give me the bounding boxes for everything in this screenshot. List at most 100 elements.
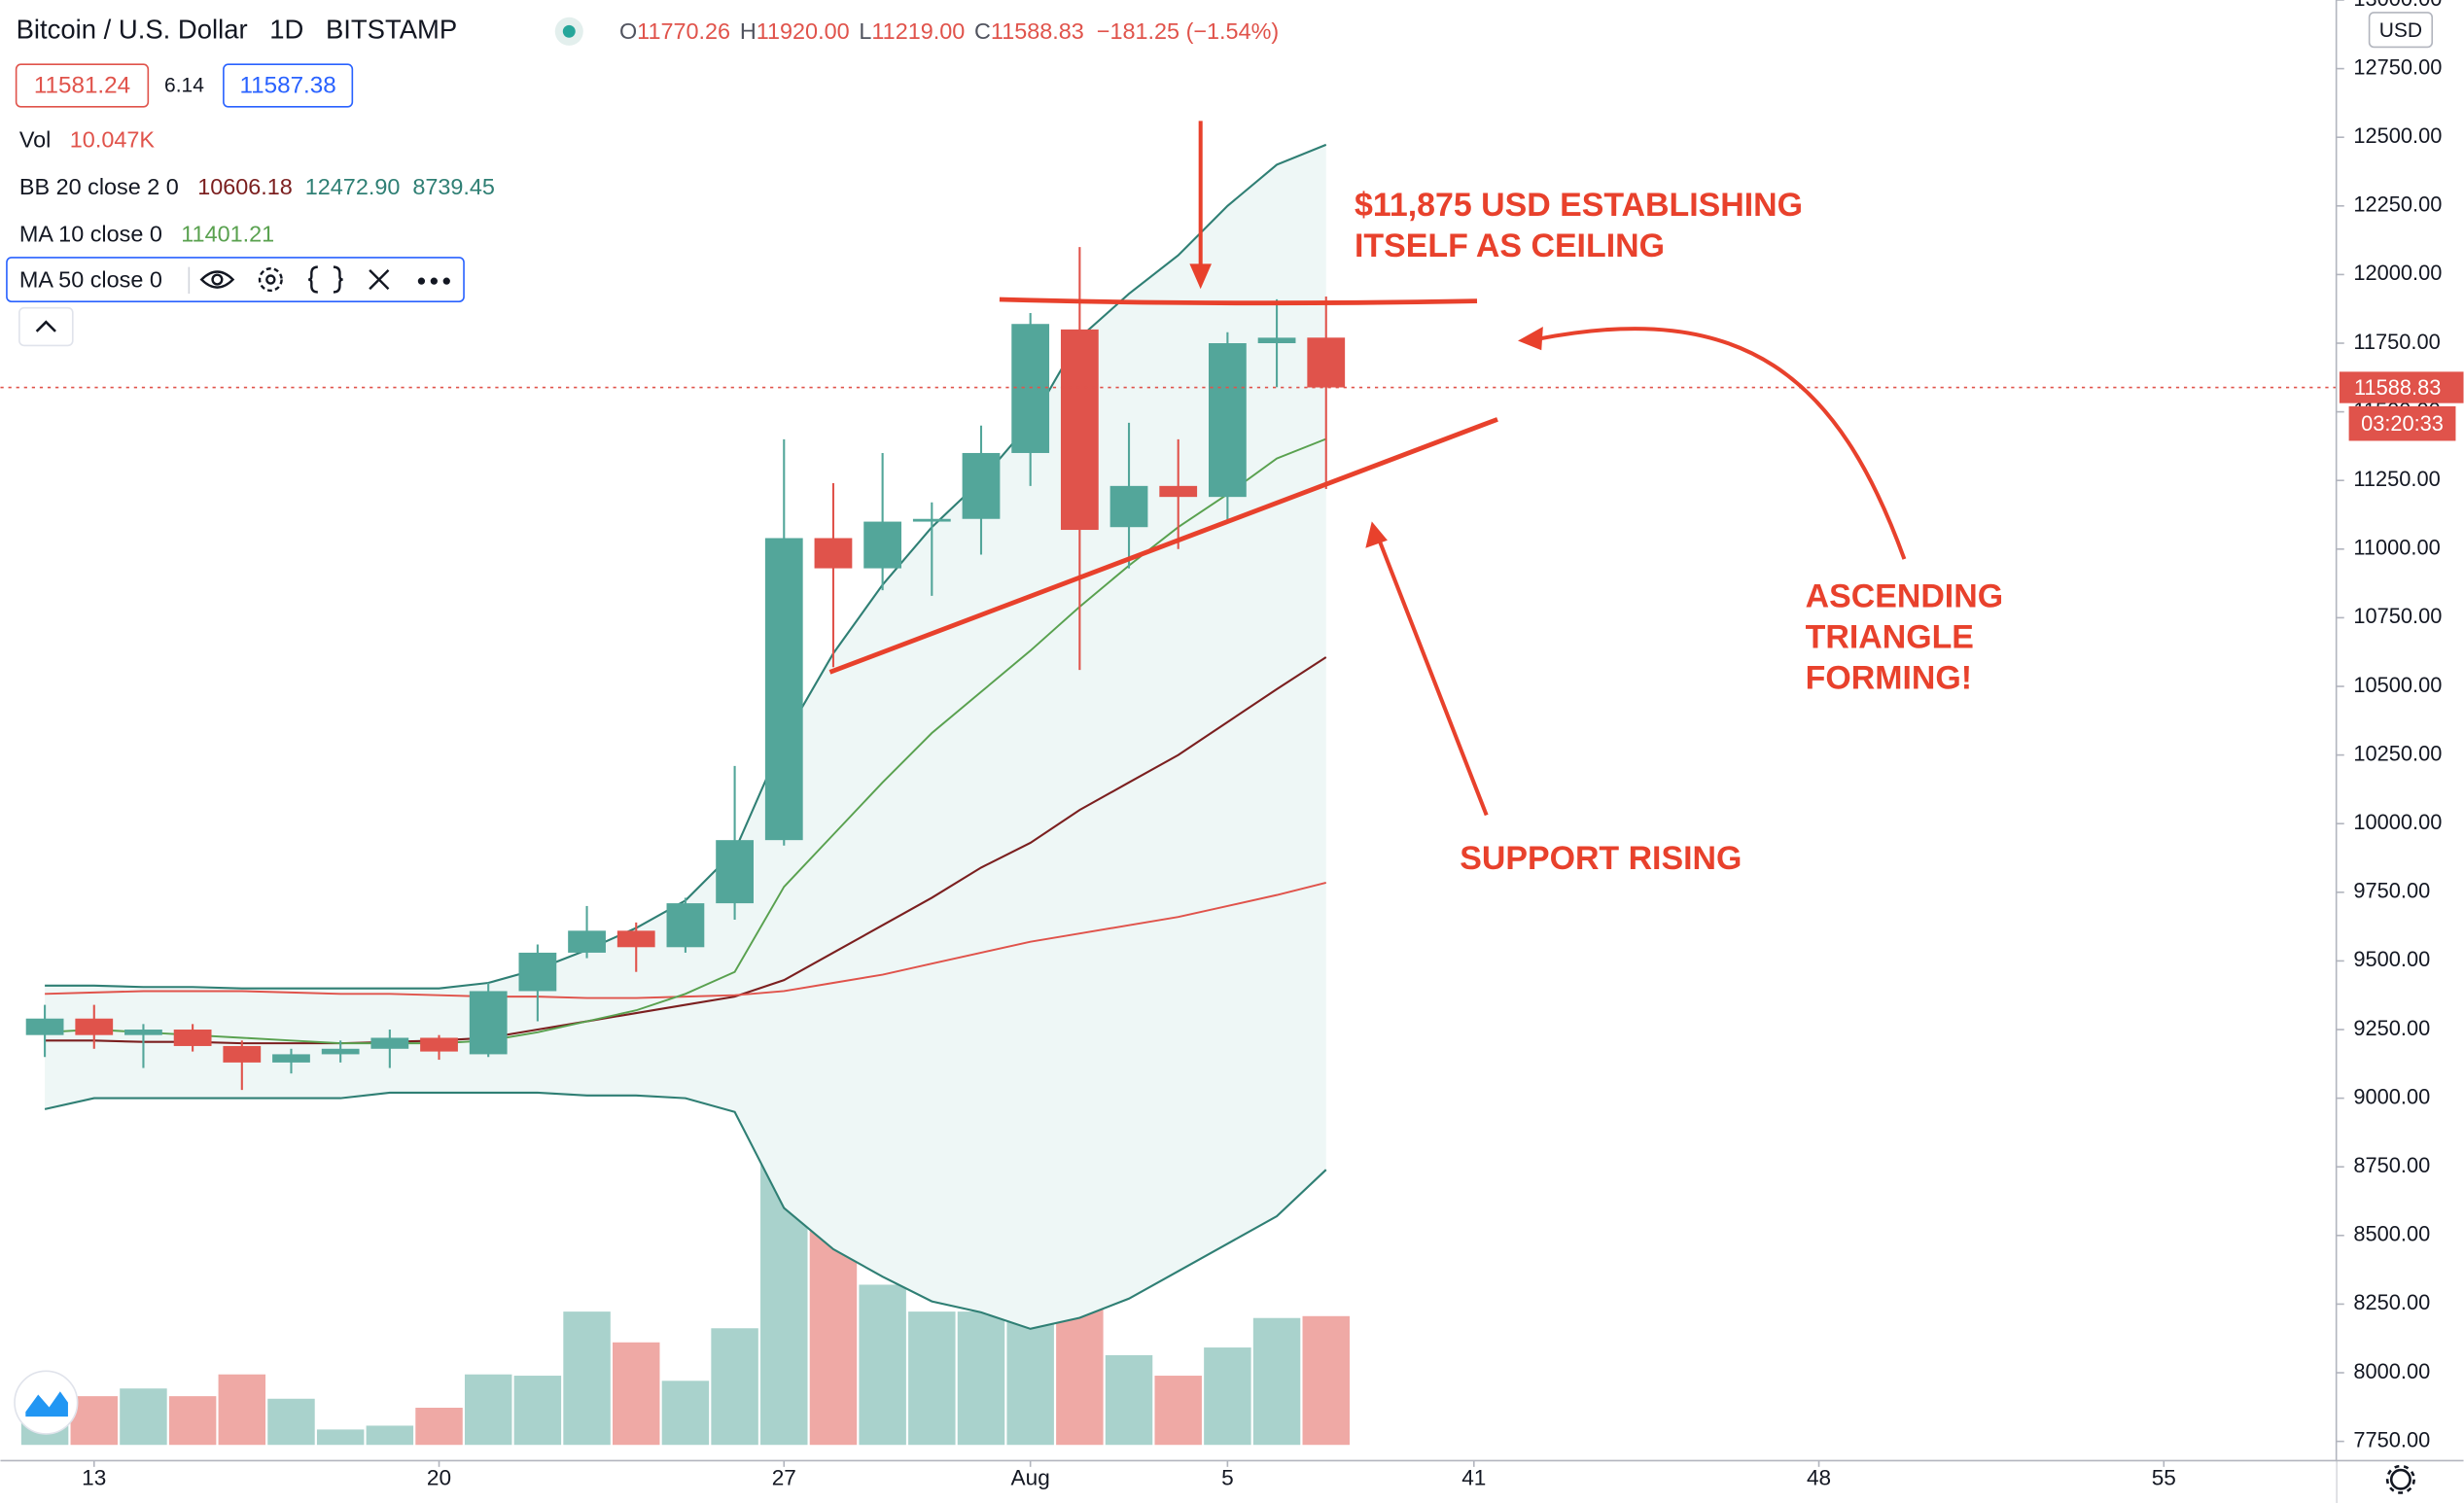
y-tick-label: 12000.00: [2353, 261, 2442, 285]
ohlc-value: 11920.00: [757, 18, 850, 44]
volume-bar: [957, 1311, 1005, 1446]
legend-name: Vol: [19, 127, 52, 153]
symbol-line: Bitcoin / U.S. Dollar 1D BITSTAMP: [17, 15, 458, 45]
arrow-head: [1189, 263, 1212, 290]
ohlc-key: H: [740, 18, 757, 44]
ohlc-value: 11588.83: [991, 18, 1084, 44]
volume-bar: [316, 1429, 365, 1446]
candle-body: [863, 521, 902, 569]
legend-ma50-box[interactable]: [6, 257, 465, 302]
candle-body: [616, 930, 655, 948]
bb-basis: [45, 656, 1327, 1045]
ask: 11587.38: [239, 72, 335, 98]
annotation-text: $11,875 USD ESTABLISHING: [1355, 187, 1803, 224]
gear-icon[interactable]: [258, 267, 283, 293]
y-tick-label: 9000.00: [2353, 1084, 2430, 1108]
candle-body: [716, 840, 754, 904]
price-axis-bg: [2336, 0, 2464, 1503]
candle-body: [1109, 485, 1148, 528]
arrow-head: [1518, 327, 1543, 351]
y-tick-label: 10000.00: [2353, 810, 2442, 834]
settings-icon[interactable]: [2385, 1464, 2415, 1494]
y-tick-label: 7750.00: [2353, 1427, 2430, 1451]
legend-name: MA 10 close 0: [19, 222, 162, 247]
ohlc-key: L: [859, 18, 871, 44]
ohlc-key: C: [974, 18, 991, 44]
volume-bar: [366, 1425, 414, 1446]
legend-ma50: MA 50 close 0: [19, 266, 162, 292]
y-tick-label: 8250.00: [2353, 1290, 2430, 1314]
candle-body: [75, 1018, 114, 1035]
x-tick-label: 13: [82, 1466, 106, 1490]
ohlc-value: 11219.00: [871, 18, 965, 44]
legend-value: 10606.18: [197, 174, 293, 199]
ask-box[interactable]: [223, 63, 354, 108]
currency: USD: [2379, 19, 2422, 42]
candle-body: [912, 518, 951, 522]
volume-bar: [908, 1311, 956, 1446]
logo-button[interactable]: [14, 1370, 79, 1435]
candle-body: [518, 952, 557, 992]
legend-ma10: MA 10 close 0 11401.21: [19, 222, 274, 247]
legend-icons: [199, 265, 450, 294]
legend-name: BB 20 close 2 0: [19, 174, 179, 199]
volume-bar: [809, 1224, 858, 1446]
y-tick-label: 13000.00: [2353, 0, 2442, 11]
volume-bar: [120, 1388, 167, 1446]
volume-bar: [1302, 1315, 1350, 1446]
x-tick-label: 5: [1221, 1466, 1234, 1490]
y-tick-label: 11750.00: [2353, 330, 2440, 354]
legend-value: 11401.21: [181, 222, 274, 247]
volume-bar: [267, 1398, 315, 1446]
candle-body: [370, 1037, 409, 1049]
candle-body: [321, 1048, 360, 1055]
eye-icon[interactable]: [199, 270, 235, 289]
y-tick-label: 12500.00: [2353, 123, 2442, 148]
x-tick-label: 48: [1807, 1466, 1831, 1490]
more-dot: [430, 277, 438, 285]
y-tick-label: 10500.00: [2353, 673, 2442, 697]
bb-lower: [44, 1091, 1327, 1330]
candle-body: [173, 1030, 212, 1046]
logo-icon: [25, 1391, 68, 1417]
ceiling-line: [999, 297, 1478, 306]
volume-bar: [1154, 1376, 1202, 1446]
y-tick-label: 9250.00: [2353, 1016, 2430, 1040]
candle-body: [568, 930, 606, 953]
annotation-text: SUPPORT RISING: [1460, 840, 1742, 877]
y-tick-label: 8000.00: [2353, 1359, 2430, 1383]
bid-box[interactable]: [15, 63, 150, 108]
ma10-line: [45, 437, 1327, 1045]
y-tick-label: 9750.00: [2353, 879, 2430, 903]
volume-bar: [513, 1376, 562, 1446]
volume-bar: [1204, 1347, 1251, 1446]
collapse-button[interactable]: [18, 306, 74, 347]
volume-bar: [859, 1284, 906, 1446]
legend-vol: Vol 10.047K: [19, 127, 156, 153]
candle-body: [420, 1037, 458, 1052]
candle-body: [1307, 337, 1346, 388]
time-axis-bg: [0, 1460, 2337, 1503]
gear-center: [265, 274, 276, 285]
symbol-title: Bitcoin / U.S. Dollar: [17, 15, 248, 45]
volume-bar: [218, 1374, 266, 1446]
candle-body: [469, 991, 508, 1055]
y-tick-label: 10750.00: [2353, 604, 2442, 628]
arrow-head: [1365, 521, 1388, 548]
volume-bar: [168, 1396, 217, 1446]
arrow-shaft: [1376, 536, 1489, 817]
close-icon[interactable]: [369, 269, 390, 291]
plot-area: [0, 143, 2337, 1446]
more-dot[interactable]: [417, 277, 426, 285]
candle-body: [124, 1030, 162, 1035]
code-icon[interactable]: [308, 265, 343, 294]
currency-box[interactable]: [2368, 12, 2434, 49]
volume-bar: [415, 1407, 463, 1446]
annotation-text: FORMING!: [1806, 659, 1972, 696]
last-price-label: 11588.83: [2354, 375, 2441, 400]
y-tick-label: 12750.00: [2353, 54, 2442, 79]
x-tick-label: 55: [2152, 1466, 2176, 1490]
eye-pupil: [211, 273, 224, 286]
collapse-icon: [35, 320, 56, 332]
volume-bar: [464, 1374, 512, 1446]
